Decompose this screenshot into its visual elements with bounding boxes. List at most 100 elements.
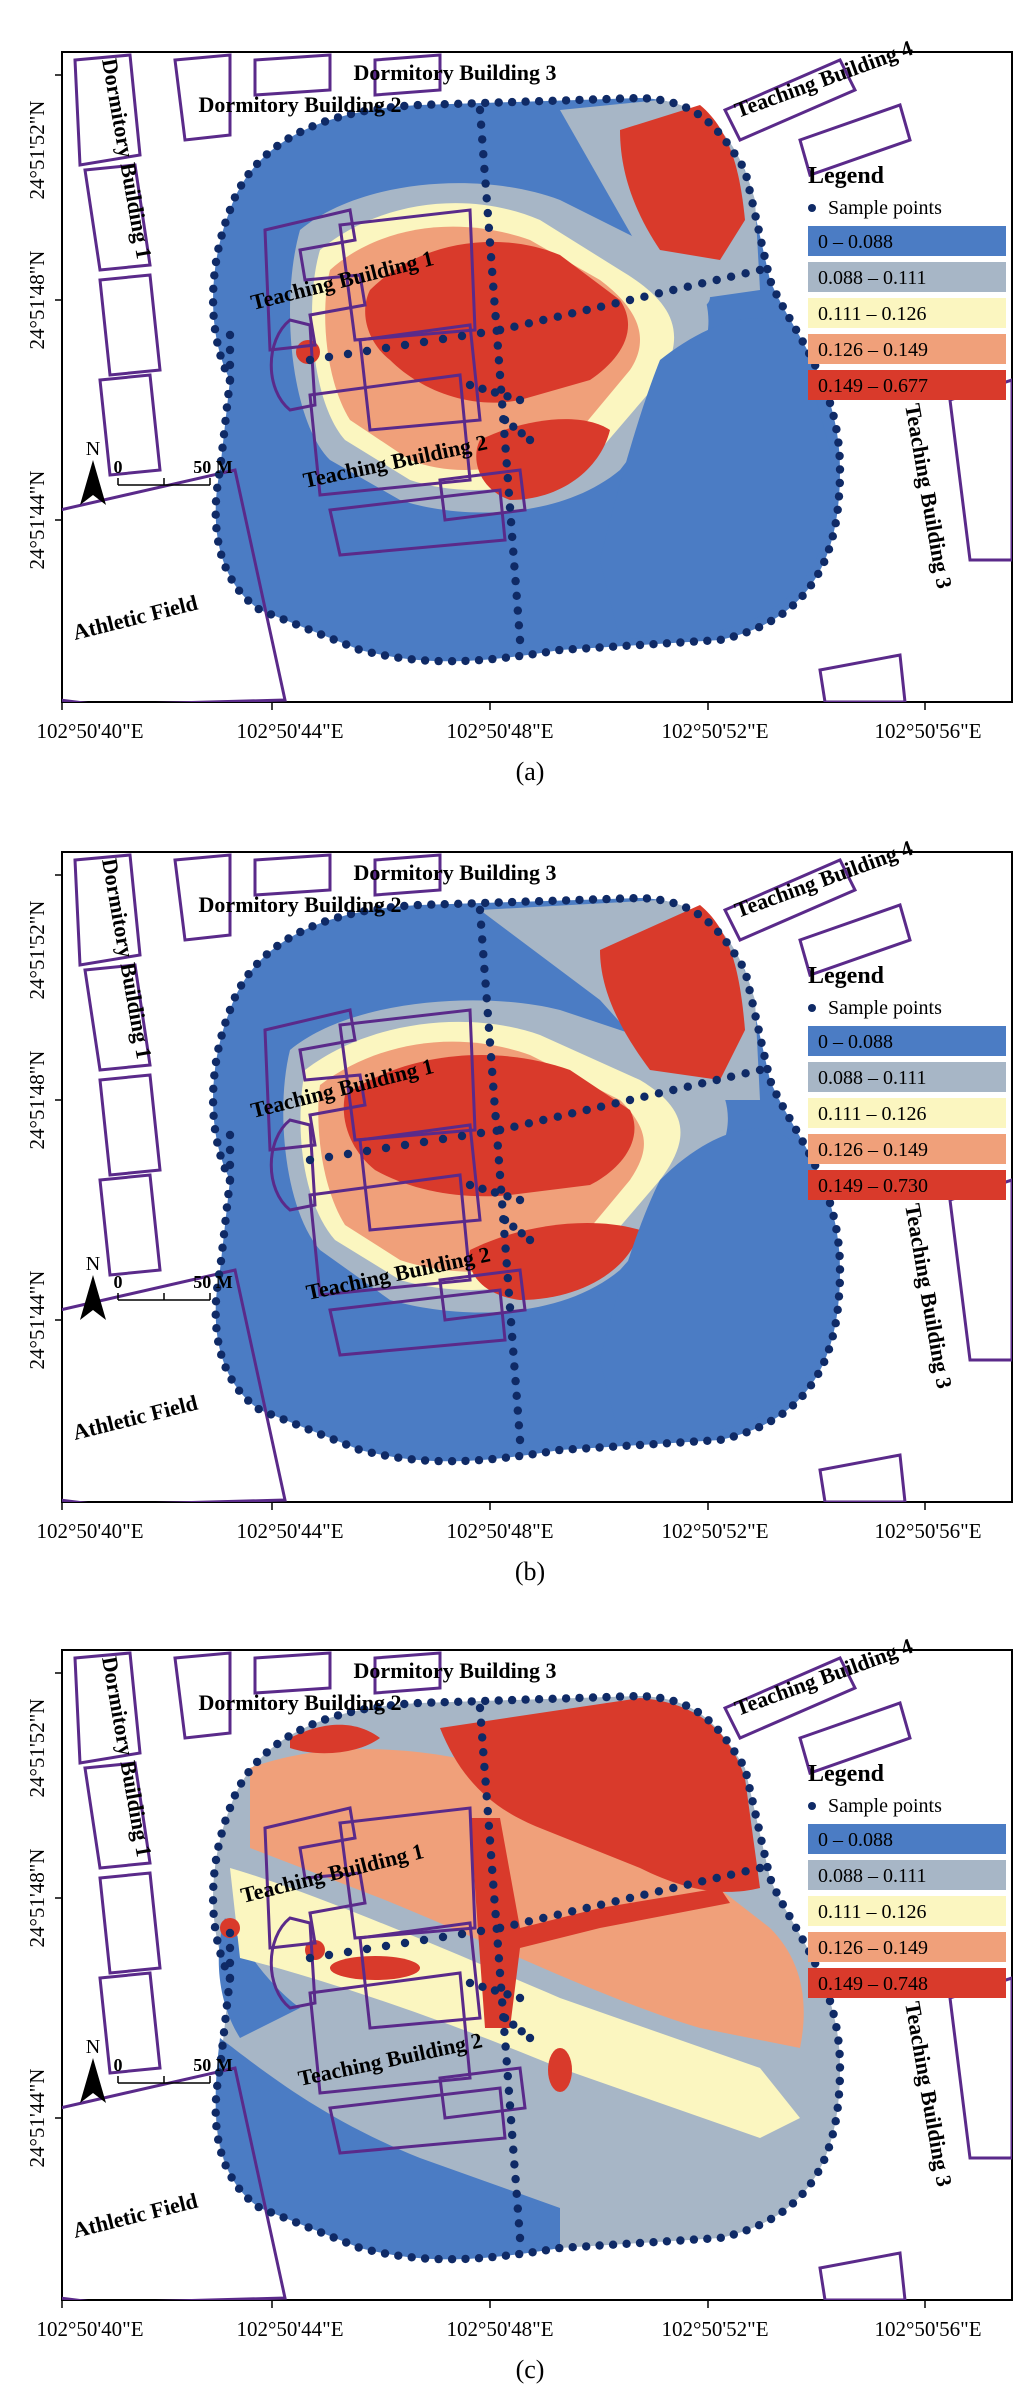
sample-point bbox=[221, 2161, 230, 2170]
sample-point bbox=[751, 1810, 760, 1819]
sample-point bbox=[213, 338, 222, 347]
sample-point bbox=[394, 1453, 403, 1462]
sample-point bbox=[262, 950, 271, 959]
sample-point bbox=[467, 99, 476, 108]
sample-point bbox=[465, 1180, 475, 1190]
sample-point bbox=[548, 96, 557, 106]
sample-point bbox=[501, 1244, 510, 1253]
sample-point bbox=[510, 1920, 519, 1929]
sample-point bbox=[488, 1865, 497, 1875]
sample-point bbox=[511, 1376, 520, 1386]
lon-tick-4: 102°50'52"E bbox=[661, 1519, 768, 1543]
sample-point bbox=[500, 415, 510, 425]
sample-point bbox=[218, 443, 227, 452]
sample-points bbox=[208, 94, 845, 666]
sample-point bbox=[642, 94, 652, 103]
sample-point bbox=[308, 122, 317, 131]
sample-point bbox=[495, 325, 505, 335]
sample-point bbox=[833, 2103, 842, 2112]
surface-class-5-south bbox=[469, 1222, 640, 1300]
lon-tick-1: 102°50'40"E bbox=[36, 1519, 143, 1543]
sample-point bbox=[454, 99, 463, 109]
lon-tick-2: 102°50'44"E bbox=[236, 2317, 343, 2341]
sample-point bbox=[748, 999, 757, 1008]
sample-point bbox=[495, 1170, 505, 1180]
sample-point bbox=[754, 225, 763, 234]
sample-point bbox=[400, 101, 409, 111]
lat-tick-3: 24°51'44"N bbox=[25, 471, 49, 570]
sample-point bbox=[208, 298, 218, 307]
sample-point bbox=[212, 1324, 221, 1333]
sample-point bbox=[354, 645, 363, 654]
sample-point bbox=[216, 351, 225, 360]
sample-point bbox=[481, 898, 490, 908]
sample-point bbox=[438, 1134, 448, 1144]
sample-point bbox=[490, 388, 500, 397]
sample-point bbox=[625, 295, 635, 305]
sample-point bbox=[489, 1880, 498, 1889]
sample-point bbox=[501, 1453, 511, 1462]
lat-tick-3: 24°51'44"N bbox=[25, 2069, 49, 2168]
sample-point bbox=[588, 895, 598, 904]
sample-point bbox=[654, 289, 664, 298]
sample-point bbox=[342, 2238, 351, 2247]
sample-point bbox=[225, 1973, 235, 1983]
sample-point bbox=[568, 645, 577, 654]
lon-tick-3: 102°50'48"E bbox=[446, 719, 553, 743]
label-dormitory-3: Dormitory Building 3 bbox=[354, 60, 557, 85]
north-arrow: N bbox=[80, 2036, 106, 2103]
sample-points bbox=[208, 1692, 845, 2264]
sample-point bbox=[500, 429, 509, 439]
sample-point bbox=[476, 1128, 486, 1138]
sample-point bbox=[656, 895, 665, 905]
sample-point bbox=[320, 917, 330, 926]
sample-point bbox=[481, 1696, 490, 1706]
sample-point bbox=[662, 1439, 672, 1448]
sample-point bbox=[828, 1332, 837, 1341]
sample-point bbox=[656, 95, 665, 105]
sample-point bbox=[467, 1697, 476, 1706]
sample-point bbox=[741, 1867, 750, 1876]
surface-class-4 bbox=[250, 1749, 804, 2048]
sample-point bbox=[244, 2194, 253, 2203]
sample-point bbox=[498, 400, 507, 409]
sample-point bbox=[362, 346, 372, 356]
sample-point bbox=[273, 1739, 282, 1749]
sample-point bbox=[221, 1816, 230, 1825]
sample-point bbox=[211, 2108, 220, 2117]
sample-point bbox=[483, 1806, 492, 1816]
sample-point bbox=[373, 904, 382, 914]
legend: Legend Sample points 0 – 0.088 0.088 – 0… bbox=[808, 163, 1006, 400]
sample-point bbox=[834, 2036, 843, 2045]
sample-point bbox=[722, 138, 731, 147]
sample-point bbox=[704, 918, 713, 927]
sample-point bbox=[216, 1151, 225, 1160]
legend-swatch-1 bbox=[808, 226, 1006, 256]
latitude-axis: 24°51'52"N 24°51'48"N 24°51'44"N bbox=[25, 874, 62, 1369]
sample-point bbox=[745, 186, 754, 195]
sample-point bbox=[730, 1747, 739, 1756]
sample-point bbox=[555, 645, 564, 655]
sample-point bbox=[654, 1089, 664, 1098]
sample-point bbox=[828, 2130, 837, 2139]
sample-point bbox=[484, 223, 494, 232]
sample-point bbox=[503, 392, 512, 401]
sample-point bbox=[225, 360, 235, 370]
lon-tick-4: 102°50'52"E bbox=[661, 719, 768, 743]
map-svg-b: Dormitory Building 3 Dormitory Building … bbox=[25, 835, 1013, 1586]
sample-point bbox=[386, 103, 396, 112]
sample-point bbox=[582, 1105, 591, 1115]
sample-point bbox=[512, 2189, 521, 2198]
sample-point bbox=[755, 1863, 765, 1873]
sample-point bbox=[763, 1064, 772, 1074]
sample-point bbox=[224, 1189, 233, 1199]
sample-point bbox=[212, 2122, 221, 2131]
scale-distance: 50 M bbox=[193, 1272, 233, 1292]
sample-point bbox=[814, 2167, 823, 2177]
legend-swatch-2 bbox=[808, 1062, 1006, 1092]
sample-point bbox=[236, 1779, 246, 1788]
lat-tick-2: 24°51'48"N bbox=[25, 1849, 49, 1948]
sample-point bbox=[832, 2023, 841, 2032]
legend-swatch-1 bbox=[808, 1026, 1006, 1056]
sample-point bbox=[454, 899, 463, 908]
